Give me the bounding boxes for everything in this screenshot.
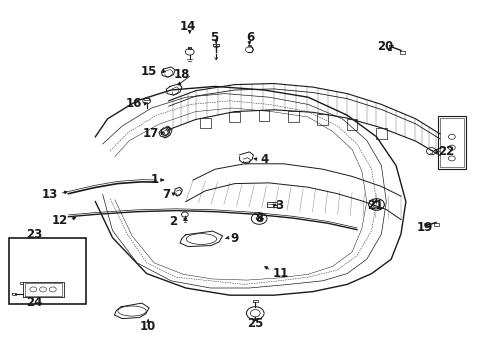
Text: 16: 16 — [125, 97, 142, 110]
Text: 14: 14 — [180, 21, 196, 33]
Bar — [375, 128, 386, 139]
Text: 5: 5 — [210, 31, 218, 44]
Bar — [287, 111, 298, 122]
Text: 12: 12 — [51, 214, 67, 227]
Text: 15: 15 — [141, 65, 157, 78]
Bar — [258, 110, 269, 121]
Bar — [9, 238, 86, 304]
Text: 3: 3 — [274, 199, 283, 212]
Bar — [229, 112, 240, 122]
Bar — [439, 118, 463, 167]
Bar — [200, 117, 210, 129]
Text: 6: 6 — [246, 31, 254, 44]
Text: 11: 11 — [272, 267, 288, 280]
Text: 19: 19 — [415, 221, 432, 234]
Bar — [266, 202, 277, 207]
Bar — [437, 116, 465, 169]
Text: 4: 4 — [260, 153, 268, 166]
Text: 21: 21 — [366, 199, 383, 212]
Text: 13: 13 — [41, 188, 58, 201]
Text: 25: 25 — [246, 317, 263, 330]
Text: 17: 17 — [142, 127, 159, 140]
Text: 24: 24 — [26, 296, 42, 309]
Text: 18: 18 — [173, 68, 189, 81]
Text: 8: 8 — [255, 212, 263, 225]
Text: 20: 20 — [376, 40, 393, 53]
Bar — [346, 120, 357, 130]
Bar — [317, 114, 327, 125]
Text: 9: 9 — [230, 232, 239, 245]
Text: 7: 7 — [162, 188, 170, 201]
Text: 2: 2 — [168, 215, 177, 228]
Text: 1: 1 — [150, 173, 159, 186]
Text: 10: 10 — [140, 320, 156, 333]
Text: 22: 22 — [437, 145, 453, 158]
Text: 23: 23 — [26, 228, 42, 241]
